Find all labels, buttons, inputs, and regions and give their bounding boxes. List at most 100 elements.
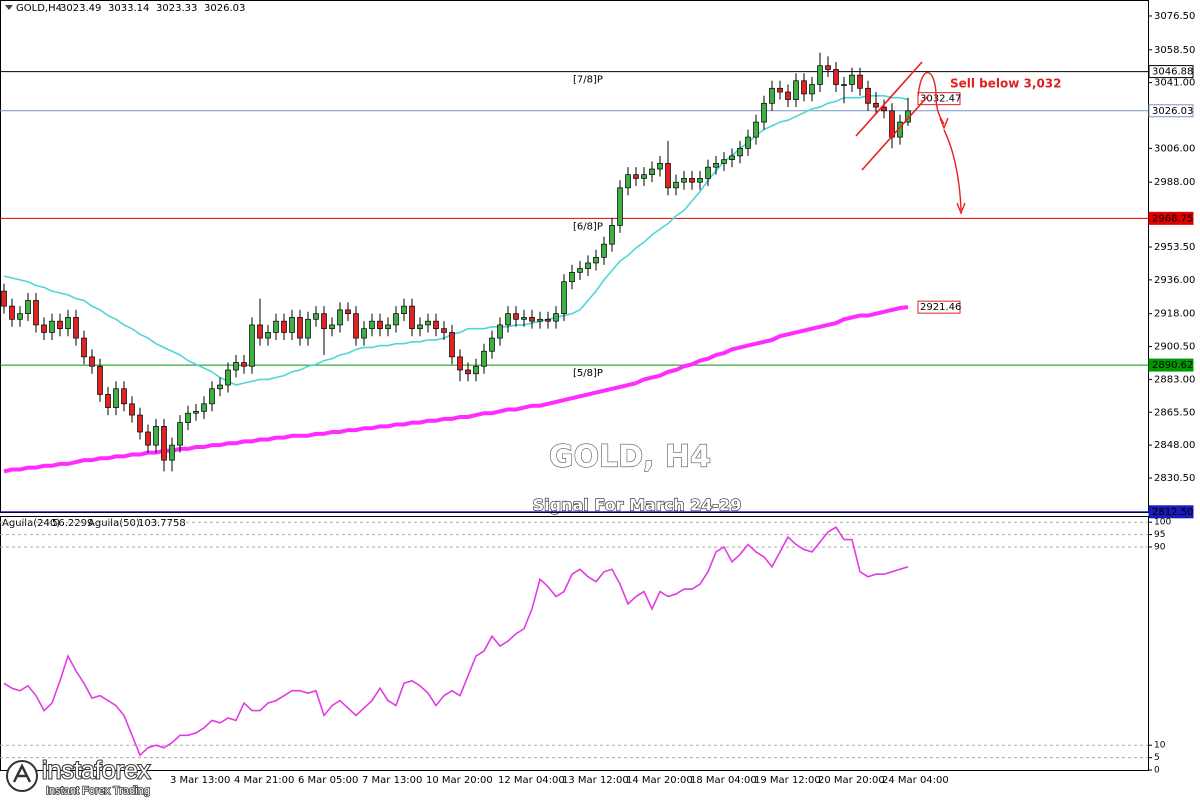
background-layer: GOLD, H4 Signal For March 24-29 (532, 439, 742, 515)
candle-body (129, 403, 135, 416)
brand-tagline: Instant Forex Trading (46, 785, 150, 797)
candle-body (401, 305, 407, 315)
price-box-label: 2890.62 (1152, 360, 1193, 371)
candle-body (817, 65, 823, 85)
candle-body (185, 412, 191, 423)
candle-body (537, 318, 543, 322)
panel-frame (0, 0, 1149, 513)
y-tick-label: 2848.00 (1154, 440, 1195, 451)
candle-body (249, 324, 255, 367)
candle-body (321, 313, 327, 330)
candle-body (73, 317, 79, 339)
candle-body (337, 309, 343, 326)
price-box-label: 2812.50 (1152, 507, 1193, 518)
candle-body (657, 163, 663, 170)
x-tick-label: 7 Mar 13:00 (362, 775, 422, 786)
x-tick-label: 3 Mar 13:00 (170, 775, 230, 786)
candle-body (457, 356, 463, 371)
price-box (1148, 65, 1194, 79)
candle-body (505, 313, 511, 326)
arrow-head (956, 202, 966, 215)
candle-body (737, 148, 743, 157)
y-tick-label: 2830.50 (1154, 473, 1195, 484)
candle-body (297, 317, 303, 339)
indicator-name: Aguila(50) (88, 518, 140, 529)
candle-body (721, 159, 727, 164)
x-tick-label: 19 Mar 12:00 (754, 775, 821, 786)
candle-body (417, 324, 423, 330)
y-tick-label: 90 (1154, 542, 1166, 552)
candle-body (265, 332, 271, 339)
price-box-label: 3026.03 (1152, 106, 1193, 117)
candle-body (377, 320, 383, 330)
header-value: 3023.33 (156, 3, 197, 14)
annotation: Sell below 3,032 (950, 77, 1062, 91)
y-tick-label: 3006.00 (1154, 143, 1195, 154)
candle-body (273, 320, 279, 333)
price-box-label: 3046.88 (1152, 67, 1193, 78)
candle-body (209, 388, 215, 405)
y-tick-label: 0 (1154, 766, 1160, 776)
candle-body (113, 388, 119, 408)
candle-body (593, 256, 599, 264)
candle-body (777, 87, 783, 93)
candle-body (513, 313, 519, 320)
candle-body (641, 174, 647, 179)
x-tick-label: 6 Mar 05:00 (298, 775, 358, 786)
candle-body (881, 106, 887, 112)
candle-body (601, 243, 607, 258)
candle-body (801, 80, 807, 95)
moving-average (3, 305, 909, 474)
candle-body (17, 313, 23, 320)
candle-body (81, 337, 87, 358)
y-tick-label: 2988.00 (1154, 177, 1195, 188)
candle-body (617, 187, 623, 226)
price-box (1148, 211, 1194, 225)
candle-body (553, 313, 559, 322)
candle-body (577, 268, 583, 273)
candle-body (41, 324, 47, 333)
candle-body (841, 84, 847, 86)
candle-body (57, 320, 63, 330)
candle-body (705, 166, 711, 179)
candle-body (97, 365, 103, 395)
price-tag-label: 3032.47 (920, 94, 961, 105)
candle-body (857, 74, 863, 89)
arrow (943, 129, 962, 211)
x-tick-label: 4 Mar 21:00 (234, 775, 294, 786)
candle-body (633, 174, 639, 179)
candle-body (305, 318, 311, 339)
candle-body (409, 305, 415, 330)
candle-body (393, 313, 399, 326)
candle-body (793, 80, 799, 100)
y-tick-label: 3041.00 (1154, 78, 1195, 89)
logo-icon (12, 763, 32, 783)
y-tick-label: 95 (1154, 530, 1165, 540)
candle-body (353, 313, 359, 339)
candle-body (281, 320, 287, 333)
candle-body (145, 431, 151, 446)
y-tick-label: 2865.50 (1154, 407, 1195, 418)
candle-body (673, 181, 679, 189)
indicator-value: 56.2299 (52, 518, 93, 529)
candle-body (441, 328, 447, 333)
candle-body (729, 155, 735, 160)
candle-body (369, 320, 375, 330)
candle-body (649, 168, 655, 176)
candle-body (449, 332, 455, 358)
y-tick-label: 3058.50 (1154, 45, 1195, 56)
candle-body (217, 384, 223, 390)
candle-body (785, 91, 791, 100)
candle-body (753, 121, 759, 138)
candle-body (257, 324, 263, 339)
y-tick-label: 2936.00 (1154, 275, 1195, 286)
candle-body (105, 394, 111, 408)
price-box (1148, 358, 1194, 372)
annotation-layer: Sell below 3,032 (5, 5, 1062, 215)
candle-body (177, 422, 183, 446)
candle-body (201, 403, 207, 412)
candle-body (225, 369, 231, 386)
candle-body (585, 262, 591, 269)
